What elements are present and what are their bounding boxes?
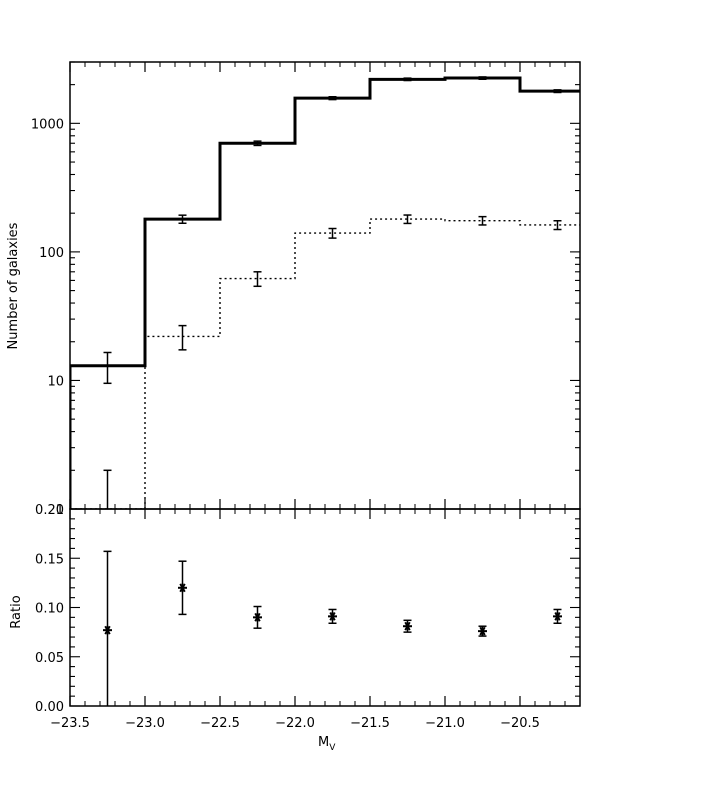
bottom-panel-frame: [69, 508, 581, 707]
axis-ticks: [69, 61, 581, 707]
top-y-tick-label-0: 1: [56, 503, 64, 518]
bottom-y-axis-title: Ratio: [9, 595, 24, 628]
top-y-tick-label-1: 10: [47, 374, 64, 389]
histogram-series-0: [70, 76, 580, 509]
x-tick-label-1: −23.0: [125, 716, 165, 731]
ratio-point-1: [178, 583, 187, 593]
tick-labels: 1 10 100 1000 0.00 0.05 0.10 0.15 0.20 −23.5 −23.0…: [31, 117, 540, 731]
ratio-point-3: [328, 611, 337, 621]
bottom-y-tick-label-1: 0.05: [35, 651, 64, 666]
top-y-tick-label-3: 1000: [31, 117, 64, 132]
ratio-point-0: [103, 625, 112, 635]
top-y-axis-title: Number of galaxies: [6, 222, 21, 349]
histogram-series-1: [70, 218, 580, 509]
ratio-point-6: [553, 611, 562, 621]
x-axis-title: MV: [318, 735, 336, 753]
ratio-point-4: [403, 621, 412, 631]
x-tick-label-0: −23.5: [50, 716, 90, 731]
bottom-y-tick-label-4: 0.20: [35, 503, 64, 518]
bottom-y-tick-label-2: 0.10: [35, 602, 64, 617]
bottom-y-tick-label-3: 0.15: [35, 552, 64, 567]
bottom-y-tick-label-0: 0.00: [35, 700, 64, 715]
top-panel-data: [70, 76, 580, 509]
x-tick-label-2: −22.5: [200, 716, 240, 731]
ratio-point-5: [478, 626, 487, 636]
x-tick-label-6: −20.5: [500, 716, 540, 731]
x-axis-title-main: M: [318, 735, 329, 750]
x-tick-label-3: −22.0: [275, 716, 315, 731]
x-tick-label-5: −21.0: [425, 716, 465, 731]
axes-frames: [69, 61, 581, 707]
x-axis-title-sub: V: [329, 743, 336, 753]
top-y-tick-label-2: 100: [39, 246, 64, 261]
bottom-panel-data: [103, 550, 562, 706]
ratio-point-2: [253, 612, 262, 622]
x-tick-label-4: −21.5: [350, 716, 390, 731]
